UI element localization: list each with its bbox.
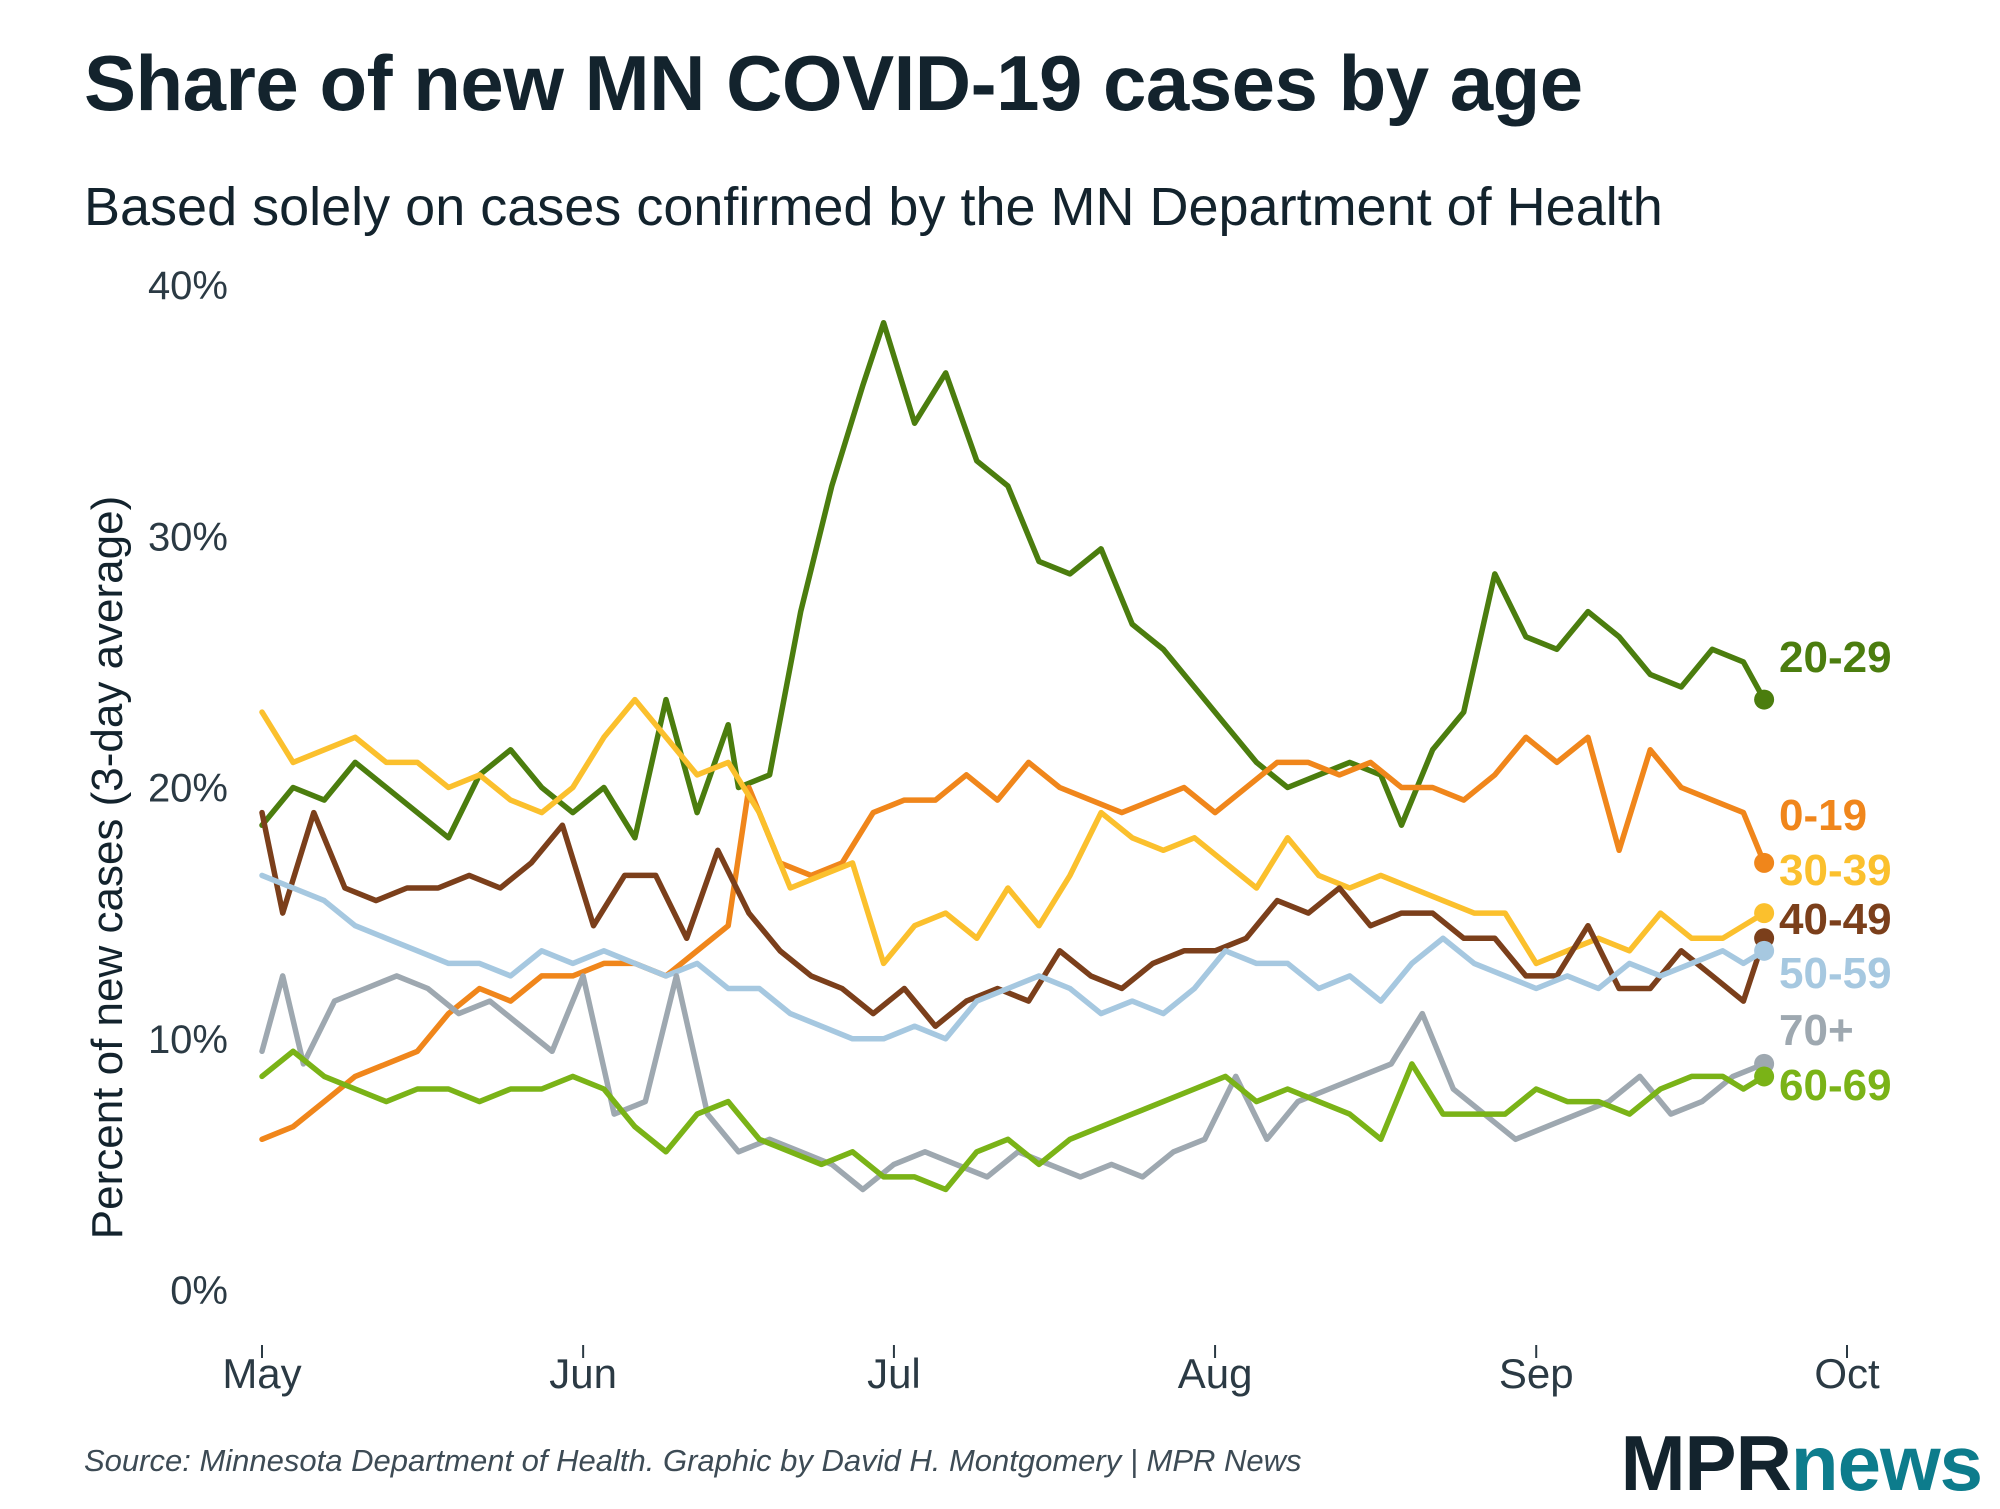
series-line-40-49 [259, 809, 1767, 1029]
chart-title: Share of new MN COVID-19 cases by age [84, 39, 1583, 127]
y-tick-label: 30% [148, 515, 228, 559]
series-label: 40-49 [1779, 895, 1892, 944]
series-30-39: 30-39 [259, 696, 1892, 967]
y-tick-label: 0% [170, 1269, 228, 1313]
series-line-70+ [259, 973, 1767, 1193]
series-end-marker [1754, 903, 1775, 924]
series-label: 60-69 [1779, 1061, 1892, 1110]
source-note: Source: Minnesota Department of Health. … [84, 1443, 1302, 1478]
series-70+: 70+ [259, 973, 1854, 1193]
chart-subtitle: Based solely on cases confirmed by the M… [84, 177, 1663, 237]
series-20-29: 20-29 [259, 319, 1892, 841]
series-end-marker [1754, 1066, 1775, 1087]
series-label: 50-59 [1779, 949, 1892, 998]
x-tick-label: Aug [1178, 1350, 1253, 1397]
series-50-59: 50-59 [259, 872, 1892, 1042]
series-40-49: 40-49 [259, 809, 1892, 1029]
series-line-60-69 [259, 1048, 1767, 1193]
series-60-69: 60-69 [259, 1048, 1892, 1193]
y-axis-title: Percent of new cases (3-day average) [83, 496, 132, 1240]
series-label: 20-29 [1779, 633, 1892, 682]
x-tick-label: Sep [1499, 1350, 1574, 1397]
mpr-news-logo: MPRnews [1620, 1419, 1983, 1507]
x-tick-label: Jun [549, 1350, 617, 1397]
series-label: 30-39 [1779, 846, 1892, 895]
series-line-20-29 [259, 319, 1767, 841]
y-tick-label: 10% [148, 1018, 228, 1062]
series-line-0-19 [259, 734, 1767, 1143]
series-line-50-59 [259, 872, 1767, 1042]
series-end-marker [1754, 940, 1775, 961]
x-tick-label: Oct [1814, 1350, 1880, 1397]
x-tick-label: Jul [867, 1350, 921, 1397]
series-0-19: 0-19 [259, 734, 1867, 1143]
series-end-marker [1754, 852, 1775, 873]
y-tick-label: 20% [148, 767, 228, 811]
series-label: 70+ [1779, 1006, 1854, 1055]
x-tick-label: May [222, 1350, 301, 1397]
series-line-30-39 [259, 696, 1767, 967]
y-tick-label: 40% [148, 264, 228, 308]
series-end-marker [1754, 689, 1775, 710]
series-label: 0-19 [1779, 791, 1867, 840]
